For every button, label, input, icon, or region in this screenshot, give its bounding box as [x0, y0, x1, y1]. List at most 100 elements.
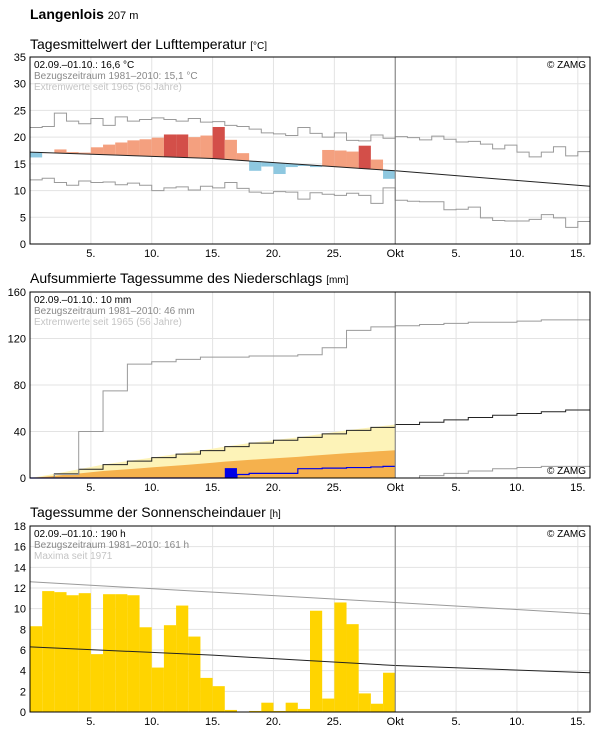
sunshine-x-tick-label: 15. — [570, 716, 585, 728]
temperature-bar — [322, 149, 335, 167]
sunshine-bar — [358, 693, 371, 712]
precipitation-y-tick-label: 80 — [14, 380, 26, 392]
temperature-bar — [66, 152, 79, 154]
temperature-climate-mean-line — [29, 151, 591, 187]
sunshine-bar — [66, 595, 79, 712]
precipitation-climate-line — [30, 408, 591, 479]
sunshine-bar — [273, 710, 286, 712]
sunshine-bar — [297, 708, 310, 712]
sunshine-bar — [103, 594, 116, 712]
precipitation-x-tick-label: 10. — [509, 482, 524, 494]
temperature-title-text: Tagesmittelwert der Lufttemperatur — [30, 36, 247, 52]
precipitation-x-tick-label: 25. — [327, 482, 342, 494]
temperature-stat-line2: Bezugszeitraum 1981–2010: 15,1 °C — [34, 71, 198, 82]
sunshine-bar — [139, 627, 152, 712]
sunshine-bar — [42, 591, 55, 712]
station-header: Langenlois 207 m — [30, 6, 138, 22]
sunshine-plot-border — [29, 525, 591, 713]
temperature-bar — [224, 139, 237, 160]
precipitation-observed-bar — [224, 468, 237, 478]
temperature-stat-line1: 02.09.–01.10.: 16,6 °C — [34, 60, 134, 71]
temperature-chart-title: Tagesmittelwert der Lufttemperatur [°C] — [30, 36, 267, 52]
sunshine-x-tick-label: 15. — [205, 716, 220, 728]
sunshine-bar — [78, 593, 91, 712]
temperature-x-tick-label: 15. — [205, 248, 220, 260]
precipitation-stat-line3: Extremwerte seit 1965 (56 Jahre) — [34, 317, 182, 328]
sunshine-y-tick-label: 16 — [14, 542, 26, 554]
temperature-x-tick-label: 5. — [451, 248, 460, 260]
temperature-bar — [273, 163, 286, 175]
temperature-bar — [188, 137, 201, 158]
sunshine-bar — [383, 672, 396, 712]
temperature-y-tick-label: 30 — [14, 79, 26, 91]
precipitation-extreme-max-line — [30, 319, 590, 479]
sunshine-climate-mean-line — [29, 646, 591, 674]
precipitation-chart-title: Aufsummierte Tagessumme des Niederschlag… — [30, 270, 348, 286]
precipitation-title-text: Aufsummierte Tagessumme des Niederschlag… — [30, 270, 323, 286]
temperature-bar — [127, 140, 140, 156]
sunshine-bar — [127, 595, 140, 712]
temperature-bar — [297, 164, 310, 166]
sunshine-x-tick-label: Okt — [387, 716, 404, 728]
sunshine-bar — [54, 592, 67, 712]
temperature-bar — [103, 144, 116, 155]
precipitation-y-tick-label: 40 — [14, 427, 26, 439]
sunshine-x-tick-label: 10. — [509, 716, 524, 728]
temperature-bar — [151, 137, 164, 157]
temperature-bar — [261, 162, 274, 167]
temperature-bar — [200, 135, 213, 159]
sunshine-bar — [30, 626, 43, 712]
sunshine-bar — [285, 702, 298, 712]
temperature-bar — [236, 153, 250, 161]
temperature-x-tick-label: Okt — [387, 248, 404, 260]
sunshine-y-tick-label: 14 — [14, 562, 26, 574]
sunshine-x-tick-label: 10. — [144, 716, 159, 728]
sunshine-y-tick-label: 8 — [20, 624, 26, 636]
sunshine-bar — [334, 602, 347, 712]
temperature-y-tick-label: 15 — [14, 159, 26, 171]
precipitation-x-tick-label: Okt — [387, 482, 404, 494]
temperature-bar — [346, 151, 359, 168]
temperature-plot-border — [29, 56, 591, 245]
sunshine-stat-line2: Bezugszeitraum 1981–2010: 161 h — [34, 540, 189, 551]
sunshine-bar — [115, 594, 128, 712]
sunshine-bar — [261, 702, 274, 712]
temperature-bar — [285, 163, 298, 168]
sunshine-unit: [h] — [269, 509, 281, 520]
precipitation-copyright: © ZAMG — [547, 466, 586, 477]
precipitation-x-tick-label: 15. — [570, 482, 585, 494]
sunshine-bar — [370, 703, 384, 712]
temperature-bar — [30, 152, 43, 158]
temperature-x-tick-label: 5. — [86, 248, 95, 260]
temperature-copyright: © ZAMG — [547, 60, 586, 71]
precipitation-chart: 0 40 80 120 160 5. 10. 15. 20. 25. Okt 5. 10. 15. 02.0… — [8, 287, 591, 494]
sunshine-bar — [224, 709, 237, 712]
temperature-bar — [176, 134, 189, 158]
temperature-bar — [310, 165, 323, 168]
sunshine-y-tick-label: 18 — [14, 521, 26, 533]
sunshine-bar — [188, 636, 201, 712]
sunshine-bar — [212, 686, 225, 712]
temperature-x-tick-label: 10. — [509, 248, 524, 260]
sunshine-y-tick-label: 6 — [20, 645, 26, 657]
temperature-bar — [249, 161, 262, 171]
precipitation-x-tick-label: 5. — [451, 482, 460, 494]
sunshine-maxima-line — [29, 581, 591, 615]
temperature-bar — [370, 159, 384, 170]
sunshine-y-tick-label: 10 — [14, 604, 26, 616]
sunshine-title-text: Tagessumme der Sonnenscheindauer — [30, 504, 266, 520]
temperature-y-tick-label: 20 — [14, 132, 26, 144]
temperature-extreme-max-line — [30, 112, 590, 158]
sunshine-bar — [249, 710, 262, 712]
sunshine-bar — [163, 625, 177, 712]
temperature-bar — [78, 152, 91, 155]
sunshine-bar — [346, 624, 359, 712]
precipitation-unit: [mm] — [326, 275, 349, 286]
sunshine-y-tick-label: 4 — [20, 666, 26, 678]
temperature-y-tick-label: 25 — [14, 105, 26, 117]
temperature-bar — [54, 149, 67, 154]
temperature-x-tick-label: 15. — [570, 248, 585, 260]
temperature-bar — [383, 170, 396, 179]
temperature-bar — [90, 147, 104, 155]
sunshine-y-tick-label: 12 — [14, 583, 26, 595]
